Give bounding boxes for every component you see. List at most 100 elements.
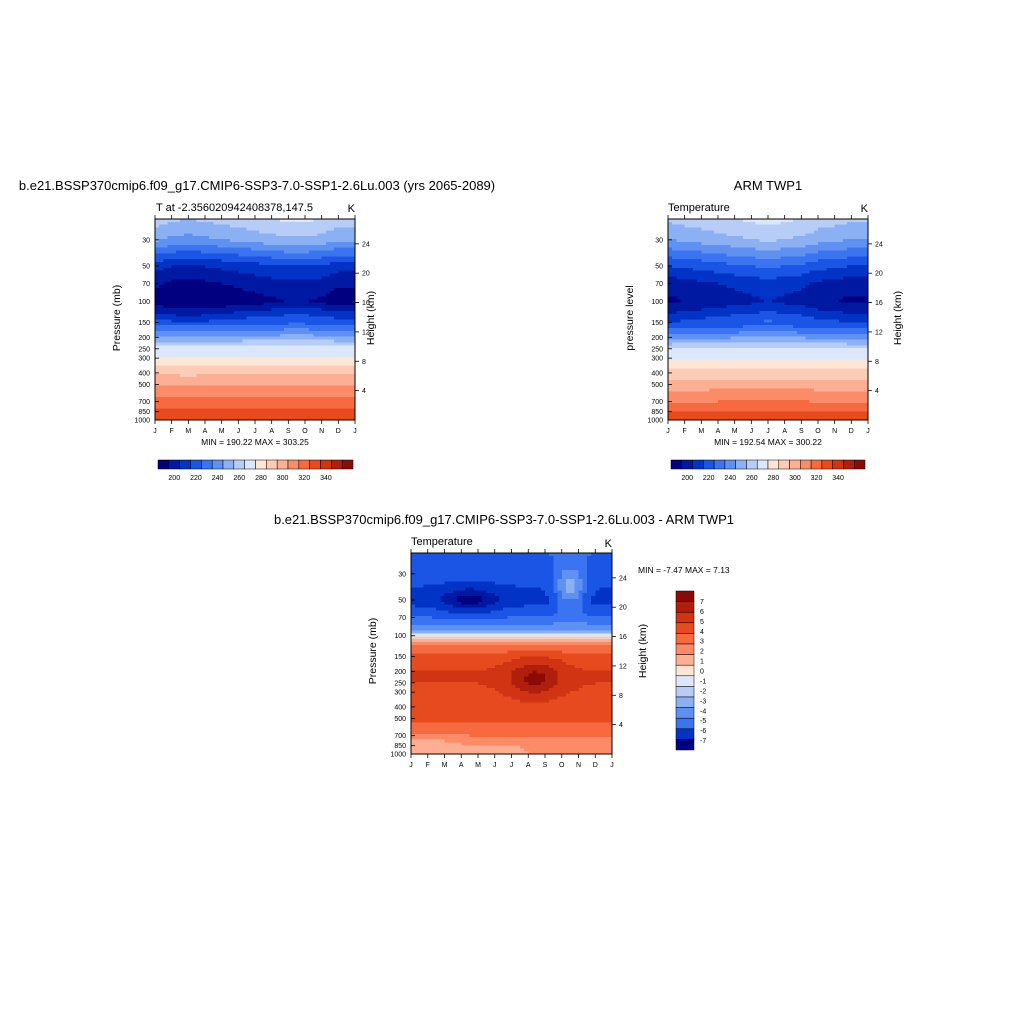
contour-cell <box>171 233 177 237</box>
contour-cell <box>701 250 707 255</box>
contour-cell <box>217 368 223 372</box>
contour-cell <box>167 296 173 300</box>
contour-cell <box>713 342 719 346</box>
contour-cell <box>680 417 686 421</box>
contour-cell <box>205 362 210 367</box>
contour-cell <box>338 376 344 381</box>
contour-cell <box>722 253 727 257</box>
contour-cell <box>342 227 348 232</box>
contour-cell <box>726 319 732 323</box>
contour-cell <box>280 239 285 243</box>
contour-cell <box>192 227 198 232</box>
contour-cell <box>718 330 723 335</box>
contour-cell <box>334 408 339 412</box>
contour-cell <box>284 264 289 269</box>
contour-cell <box>209 316 214 321</box>
contour-cell <box>255 236 260 240</box>
contour-cell <box>213 322 219 326</box>
contour-cell <box>209 382 214 387</box>
contour-cell <box>242 319 248 323</box>
contour-cell <box>250 394 256 398</box>
contour-cell <box>225 411 231 415</box>
contour-cell <box>200 276 206 280</box>
contour-cell <box>250 316 256 321</box>
contour-cell <box>313 239 319 243</box>
contour-cell <box>171 388 177 392</box>
contour-cell <box>292 227 298 232</box>
contour-cell <box>263 219 269 223</box>
contour-cell <box>738 408 744 412</box>
contour-cell <box>705 348 711 352</box>
contour-cell <box>209 290 214 295</box>
contour-cell <box>722 290 727 295</box>
contour-cell <box>722 359 727 364</box>
contour-cell <box>684 371 690 375</box>
contour-cell <box>192 368 198 372</box>
contour-cell <box>188 296 194 300</box>
contour-cell <box>688 336 694 341</box>
contour-cell <box>697 221 702 226</box>
contour-cell <box>672 356 677 361</box>
contour-cell <box>705 374 711 378</box>
contour-cell <box>271 397 277 401</box>
contour-cell <box>755 256 761 260</box>
contour-cell <box>288 241 294 246</box>
contour-cell <box>747 285 752 289</box>
contour-cell <box>338 316 344 321</box>
contour-cell <box>242 310 248 315</box>
contour-cell <box>230 230 235 234</box>
contour-cell <box>300 414 306 418</box>
contour-cell <box>167 371 173 375</box>
contour-cell <box>726 351 732 355</box>
contour-cell <box>305 388 310 392</box>
contour-cell <box>209 267 214 272</box>
contour-cell <box>676 293 682 298</box>
contour-cell <box>697 296 702 300</box>
contour-cell <box>684 236 690 240</box>
contour-cell <box>192 276 198 280</box>
contour-cell <box>701 282 707 286</box>
contour-cell <box>317 233 323 237</box>
contour-cell <box>205 374 210 378</box>
contour-cell <box>300 279 306 283</box>
contour-cell <box>680 353 686 358</box>
x-tick-label: A <box>269 428 274 435</box>
contour-cell <box>205 244 210 249</box>
contour-cell <box>296 333 302 338</box>
contour-cell <box>697 397 702 401</box>
contour-cell <box>230 388 235 392</box>
contour-cell <box>280 414 285 418</box>
contour-cell <box>263 256 269 260</box>
contour-cell <box>738 264 744 269</box>
contour-cell <box>292 325 298 329</box>
contour-cell <box>188 365 194 369</box>
contour-cell <box>701 411 707 415</box>
contour-cell <box>155 322 160 326</box>
contour-cell <box>217 287 223 292</box>
contour-cell <box>305 264 310 269</box>
contour-cell <box>213 391 219 395</box>
contour-cell <box>175 267 181 272</box>
contour-cell <box>713 224 719 229</box>
contour-cell <box>234 230 239 234</box>
contour-cell <box>280 316 285 321</box>
contour-cell <box>697 371 702 375</box>
contour-cell <box>672 290 677 295</box>
contour-cell <box>346 296 352 300</box>
contour-cell <box>155 310 160 315</box>
contour-cell <box>330 411 335 415</box>
contour-cell <box>221 411 227 415</box>
contour-cell <box>288 244 294 249</box>
contour-cell <box>693 379 698 384</box>
contour-cell <box>309 336 314 341</box>
contour-cell <box>718 233 723 237</box>
contour-cell <box>668 236 673 240</box>
contour-cell <box>726 414 732 418</box>
contour-cell <box>350 405 356 410</box>
contour-cell <box>213 253 219 257</box>
contour-cell <box>705 342 711 346</box>
contour-cell <box>718 299 723 303</box>
contour-cell <box>684 259 690 263</box>
contour-cell <box>342 308 348 312</box>
contour-cell <box>722 219 727 223</box>
